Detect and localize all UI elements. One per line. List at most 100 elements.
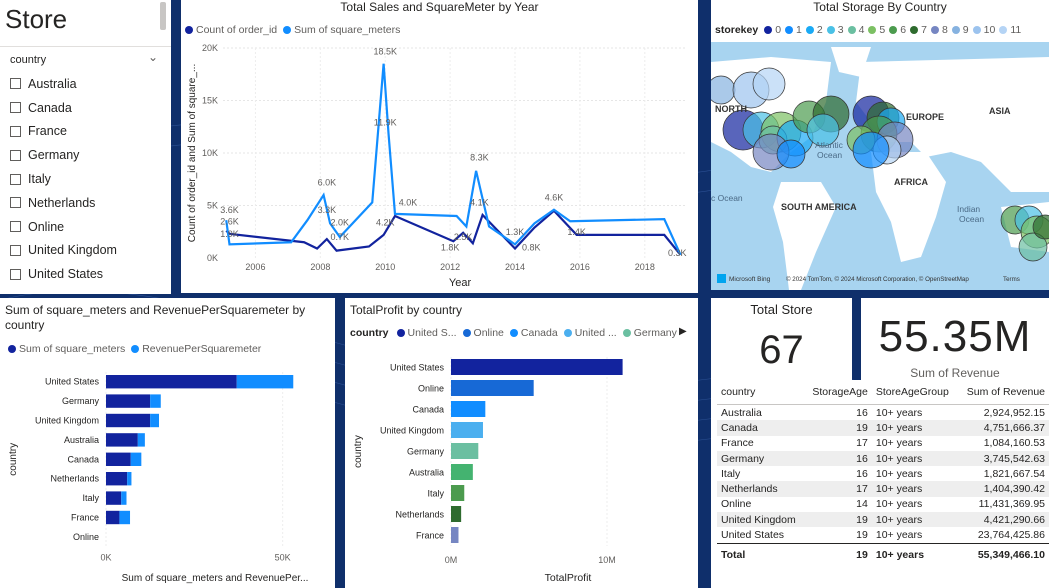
legend-item[interactable]: 8 [941, 24, 948, 36]
slicer-item-label: Australia [28, 76, 77, 91]
category-label: Netherlands [395, 510, 444, 520]
legend-item[interactable]: 1 [796, 24, 802, 36]
category-label: Italy [82, 493, 99, 503]
checkbox[interactable] [10, 102, 21, 114]
legend-item[interactable]: 9 [962, 24, 969, 36]
table-cell: Australia [721, 406, 762, 419]
data-label: 8.3K [470, 152, 489, 162]
checkbox[interactable] [10, 173, 21, 185]
slicer-scrollbar[interactable] [160, 2, 166, 30]
checkbox[interactable] [10, 244, 21, 256]
legend-item[interactable]: 2 [816, 24, 823, 36]
kpi-value: 55.35M [878, 312, 1032, 361]
legend-dot [805, 26, 814, 34]
checkbox[interactable] [10, 221, 21, 233]
legend-item[interactable]: United S... [407, 327, 457, 339]
slicer-item[interactable]: Netherlands [10, 191, 117, 215]
table-cell: 16 [856, 467, 868, 480]
slicer-item-label: France [28, 124, 67, 139]
legend-item[interactable]: 3 [837, 24, 844, 36]
legend-item[interactable]: Sum of square_meters [19, 343, 126, 355]
table-row[interactable]: Online 14 10+ years 11,431,369.95 [717, 497, 1049, 512]
bar-segment [121, 491, 127, 505]
table-row[interactable]: United Kingdom 19 10+ years 4,421,290.66 [717, 512, 1049, 528]
legend-item[interactable]: 6 [900, 24, 907, 36]
legend-item[interactable]: Canada [520, 327, 558, 339]
table-cell: 10+ years [875, 529, 923, 542]
table-row[interactable]: France 17 10+ years 1,084,160.53 [717, 436, 1049, 451]
legend-item[interactable]: Germany [633, 327, 677, 339]
checkbox[interactable] [10, 149, 21, 161]
legend-item[interactable]: United ... [574, 327, 617, 339]
slicer-item[interactable]: Germany [10, 143, 117, 167]
table-row[interactable]: Australia 16 10+ years 2,924,952.15 [717, 405, 1049, 421]
legend-dot [868, 26, 877, 34]
data-label: 6.0K [318, 178, 337, 188]
legend-dot [826, 26, 835, 34]
checkbox[interactable] [10, 78, 21, 90]
sales-line-chart-card: Total Sales and SquareMeter by Year Coun… [181, 0, 698, 293]
bar [451, 401, 486, 417]
legend-item[interactable]: 5 [879, 24, 886, 36]
legend-dot [563, 329, 572, 337]
chart-title: TotalProfit by country [350, 303, 463, 317]
category-label: United States [390, 363, 445, 373]
bar [451, 485, 465, 501]
bar-segment [150, 394, 161, 408]
checkbox[interactable] [10, 125, 21, 137]
chevron-right-icon[interactable]: ▶ [679, 326, 687, 337]
slicer-item[interactable]: Australia [10, 72, 117, 96]
table-cell: France [721, 437, 754, 450]
table-row[interactable]: Canada 19 10+ years 4,751,666.37 [717, 420, 1049, 436]
table-row[interactable]: Netherlands 17 10+ years 1,404,390.42 [717, 481, 1049, 497]
legend-dot [131, 345, 140, 353]
map-region-label: AFRICA [894, 177, 928, 187]
legend-item[interactable]: 7 [921, 24, 927, 36]
table-cell: 14 [856, 498, 868, 511]
legend-dot [509, 329, 518, 337]
legend-item[interactable]: 0 [775, 24, 782, 36]
slicer-item[interactable]: United States [10, 262, 117, 286]
slicer-item[interactable]: United Kingdom [10, 239, 117, 263]
legend-item[interactable]: 10 [983, 24, 996, 36]
legend-item[interactable]: RevenuePerSquaremeter [142, 343, 262, 355]
legend-item[interactable]: Online [473, 327, 504, 339]
slicer-list: Australia Canada France Germany Italy Netherl… [10, 72, 117, 286]
table-cell: Netherlands [717, 481, 805, 497]
table-cell: 10+ years [875, 437, 923, 450]
category-label: Germany [407, 447, 445, 457]
table-cell: 4,421,290.66 [957, 512, 1049, 528]
store-bubble [1032, 214, 1049, 240]
checkbox[interactable] [10, 197, 21, 209]
map-legend: storekey 0 1 2 3 4 5 6 7 8 9 10 11 [715, 24, 1021, 36]
slicer-item[interactable]: France [10, 120, 117, 144]
slicer-item[interactable]: Italy [10, 167, 117, 191]
table-row[interactable]: United States 19 10+ years 23,764,425.86 [717, 527, 1049, 543]
data-label: 0.7K [331, 232, 350, 242]
revenue-table: country StorageAge StoreAgeGroup Sum of … [717, 380, 1049, 566]
legend-item[interactable]: Sum of square_meters [294, 24, 401, 36]
slicer-item[interactable]: Canada [10, 96, 117, 120]
column-header[interactable]: country [717, 380, 805, 405]
legend-dot [185, 26, 193, 34]
revenue-kpi-card: 55.35M Sum of Revenue [861, 298, 1049, 380]
x-tick-label: 50K [275, 553, 291, 563]
column-header[interactable]: Sum of Revenue [957, 380, 1049, 405]
legend-item[interactable]: 4 [858, 24, 865, 36]
checkbox[interactable] [10, 268, 21, 280]
column-header[interactable]: StoreAgeGroup [871, 380, 958, 405]
x-tick-label: 0K [100, 553, 111, 563]
chevron-down-icon[interactable]: ⌄ [148, 50, 159, 64]
table-row[interactable]: Italy 16 10+ years 1,821,667.54 [717, 466, 1049, 481]
bing-logo-icon [717, 274, 726, 283]
legend-item[interactable]: Count of order_id [196, 24, 278, 36]
slicer-item[interactable]: Online [10, 215, 117, 239]
world-map[interactable]: NORTHAtlanticOceanEUROPEASIAAFRICASOUTH … [711, 42, 1049, 290]
data-label: 11.9K [374, 118, 397, 128]
table-cell: Italy [721, 467, 741, 480]
column-header[interactable]: StorageAge [804, 380, 872, 405]
legend-item[interactable]: 11 [1010, 24, 1022, 36]
table-row[interactable]: Germany 16 10+ years 3,745,542.63 [717, 450, 1049, 467]
table-cell: 17 [856, 437, 868, 450]
bar [451, 506, 462, 522]
